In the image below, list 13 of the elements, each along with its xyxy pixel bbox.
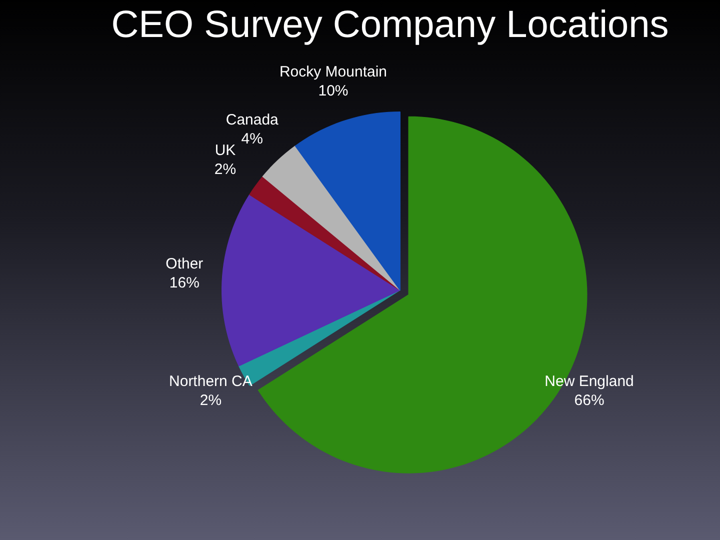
slice-label: Northern CA	[169, 373, 252, 390]
data-label: 66%	[574, 392, 604, 410]
data-label: 4%	[241, 130, 263, 148]
slice-label: UK	[214, 142, 236, 160]
slice-label: New England	[544, 373, 634, 390]
slice-label: Canada	[226, 112, 280, 129]
data-label: 16%	[169, 274, 200, 292]
chart-title: CEO Survey Company Locations	[110, 4, 670, 47]
data-label: 2%	[214, 161, 236, 178]
slice-label: Other	[166, 255, 204, 272]
data-label: 10%	[318, 82, 348, 100]
slice-label: Rocky Mountain	[279, 64, 388, 81]
data-label: 2%	[200, 392, 222, 410]
